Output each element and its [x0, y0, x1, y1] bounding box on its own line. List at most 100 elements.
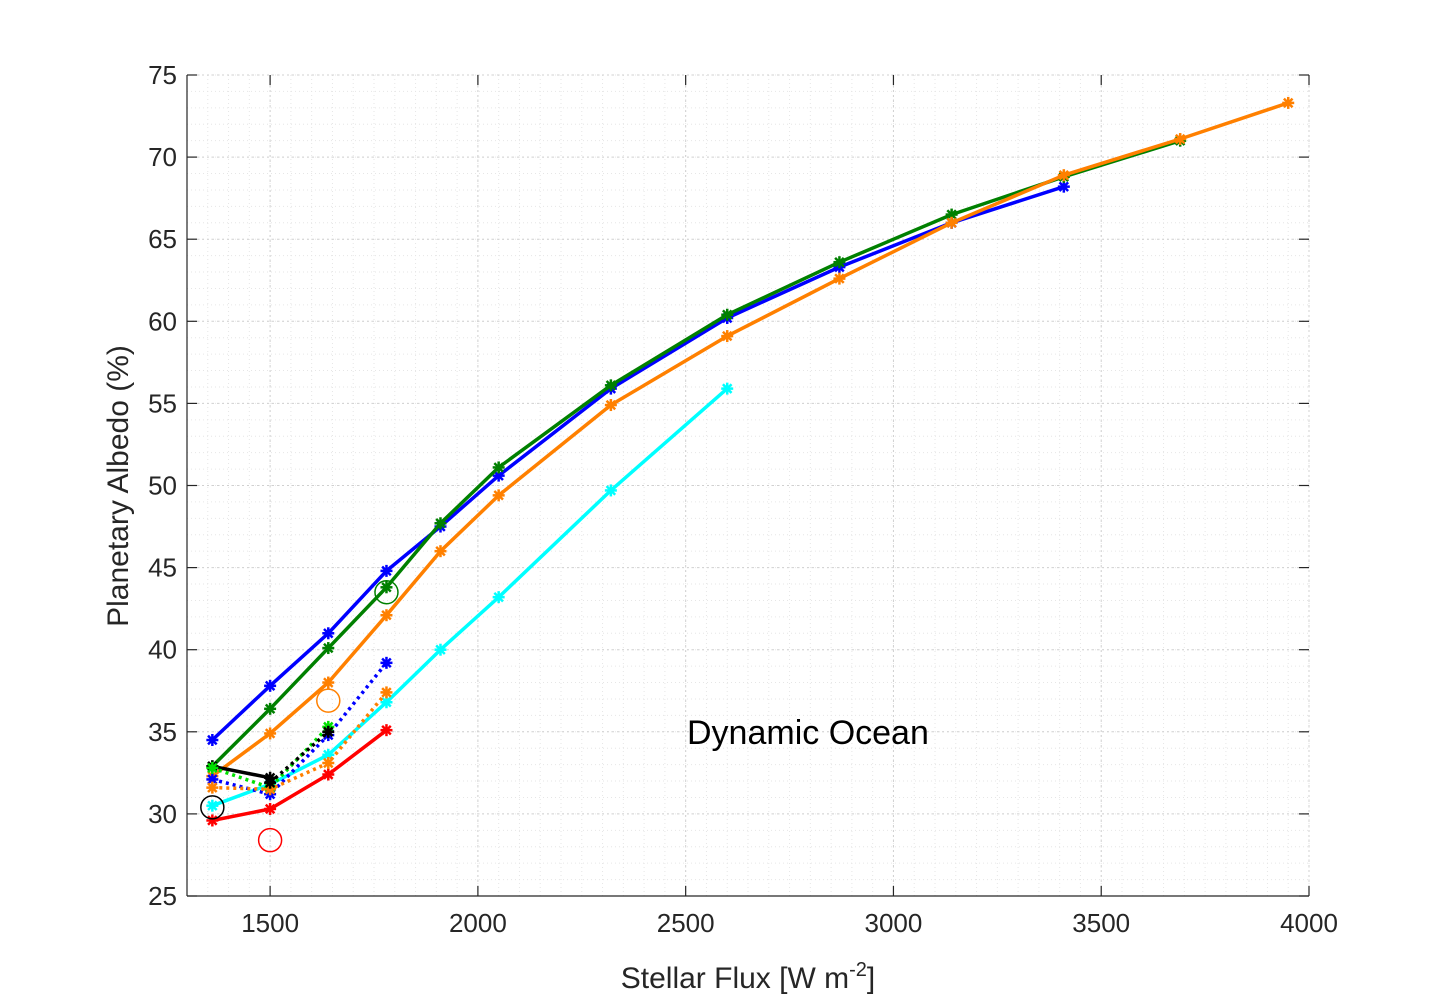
x-tick-label: 2500	[657, 908, 715, 938]
data-point-green	[434, 517, 447, 530]
marker-stroke	[264, 803, 276, 815]
marker-stroke	[264, 703, 276, 715]
data-point-blue	[322, 627, 335, 640]
marker-stroke	[493, 462, 504, 473]
series-red	[206, 724, 393, 827]
marker-stroke	[946, 209, 957, 220]
marker-stroke	[323, 628, 334, 639]
data-point-red	[264, 802, 277, 815]
data-point-green	[945, 208, 958, 221]
y-axis-title: Planetary Albedo (%)	[102, 345, 135, 627]
series-layer	[206, 96, 1295, 827]
marker-stroke	[605, 380, 617, 391]
data-point-orange	[492, 489, 505, 502]
marker-stroke	[264, 680, 276, 692]
marker-stroke	[381, 657, 392, 669]
y-tick-label: 70	[148, 142, 177, 172]
data-point-orange	[721, 330, 734, 343]
data-point-orange	[264, 727, 277, 740]
axes	[186, 74, 1310, 897]
series-line-black-dotted	[268, 730, 330, 785]
y-tick-label: 30	[148, 799, 177, 829]
y-tick-label: 65	[148, 224, 177, 254]
y-tick-label: 75	[148, 60, 177, 90]
x-axis-title-superscript: -2	[849, 959, 867, 981]
data-point-blue	[380, 564, 393, 577]
marker-stroke	[381, 697, 392, 708]
y-tick-label: 55	[148, 388, 177, 418]
data-point-orange	[434, 545, 447, 558]
data-point-orange	[604, 399, 617, 412]
x-tick-label: 4000	[1280, 908, 1338, 938]
data-point-blue	[206, 734, 219, 747]
marker-stroke	[722, 330, 733, 342]
x-tick-label: 3000	[865, 908, 923, 938]
marker-stroke	[323, 677, 334, 688]
data-point-blue-dotted	[206, 773, 219, 786]
data-point-cyan	[604, 484, 617, 497]
data-point-green	[322, 642, 335, 655]
x-axis-title: Stellar Flux [W m-2]	[621, 959, 876, 995]
marker-stroke	[1283, 97, 1294, 109]
open-circle-marker	[316, 688, 341, 713]
data-point-cyan	[434, 643, 447, 656]
data-point-orange	[945, 216, 958, 229]
marker-stroke	[605, 399, 617, 411]
marker-stroke	[435, 518, 446, 529]
series-line-black	[211, 764, 271, 780]
marker-stroke	[207, 800, 218, 811]
series-orange	[206, 96, 1295, 783]
x-tick-label: 1500	[241, 908, 299, 938]
data-point-blue	[264, 679, 277, 692]
marker-stroke	[323, 726, 334, 738]
data-point-green	[721, 308, 734, 321]
data-point-cyan	[206, 799, 219, 812]
data-point-blue	[492, 469, 505, 482]
series-line-green	[211, 139, 1181, 768]
series-line-red	[211, 728, 388, 823]
marker-stroke	[605, 485, 617, 496]
marker-stroke	[493, 470, 504, 481]
marker-stroke	[323, 769, 334, 780]
y-tick-label: 25	[148, 881, 177, 911]
data-point-black-dotted	[264, 776, 277, 789]
data-point-orange	[380, 609, 393, 622]
data-point-orange-dotted	[322, 756, 335, 769]
marker-stroke	[493, 490, 504, 501]
data-point-green	[380, 581, 393, 594]
data-point-orange	[322, 676, 335, 689]
marker-stroke	[381, 582, 392, 593]
data-point-orange	[1282, 96, 1295, 109]
x-tick-label: 3500	[1072, 908, 1130, 938]
data-point-red	[206, 814, 219, 827]
open-circles-layer	[200, 579, 399, 853]
open-circle-marker	[257, 827, 283, 853]
open-circle-marker	[200, 795, 225, 820]
y-tick-label: 50	[148, 471, 177, 501]
data-point-blue-dotted	[380, 656, 393, 669]
data-point-red	[322, 768, 335, 781]
y-tick-label: 35	[148, 717, 177, 747]
marker-stroke	[207, 762, 218, 774]
data-point-orange	[1174, 133, 1187, 146]
annotation-text: Dynamic Ocean	[687, 714, 929, 752]
data-point-orange	[833, 272, 846, 285]
data-point-red	[380, 724, 393, 737]
marker-stroke	[946, 217, 957, 228]
y-tick-label: 45	[148, 553, 177, 583]
marker-stroke	[323, 749, 334, 760]
marker-stroke	[722, 309, 733, 320]
marker-stroke	[722, 383, 733, 394]
data-point-orange-dotted	[206, 781, 219, 794]
data-point-orange-dotted	[380, 686, 393, 699]
marker-stroke	[207, 734, 218, 746]
marker-stroke	[435, 644, 446, 655]
x-tick-label: 2000	[449, 908, 507, 938]
data-point-black-dotted	[322, 725, 335, 738]
marker-stroke	[381, 724, 392, 736]
marker-stroke	[834, 273, 845, 284]
marker-stroke	[381, 610, 392, 621]
x-axis-title-main: Stellar Flux [W m	[621, 962, 849, 995]
tick-labels: 1500 2000 2500 3000 3500 4000 25 30 35 40 45 50 55 60…	[148, 60, 1338, 938]
